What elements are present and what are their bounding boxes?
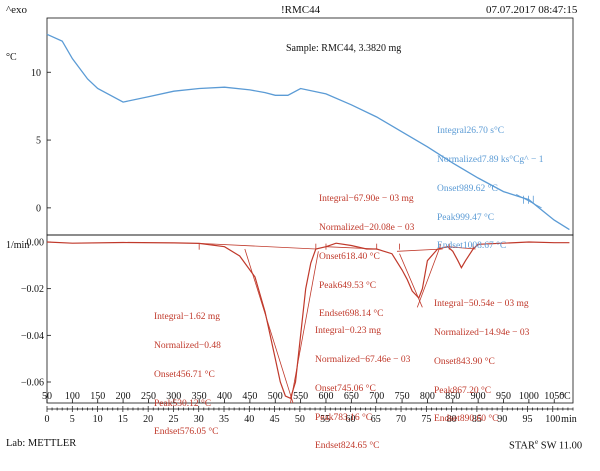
top-event-tangent [516, 193, 542, 209]
x-temp-tick-label: 500 [268, 391, 283, 402]
bottom-panel-frame [46, 234, 574, 404]
x-temp-tick-label: 900 [471, 391, 486, 402]
x-temp-tick-label: 1050 [544, 391, 564, 402]
x-time-tick-label: 90 [497, 414, 507, 425]
x-time-tick-label: 55 [320, 414, 330, 425]
x-time-tick-label: 50 [295, 414, 305, 425]
x-time-tick-label: 70 [396, 414, 406, 425]
bottom-y-tick-label: −0.04 [21, 331, 44, 342]
x-time-tick-label: 65 [371, 414, 381, 425]
x-temp-tick-label: 50 [42, 391, 52, 402]
x-temp-tick-label: 950 [496, 391, 511, 402]
x-temp-tick-label: 150 [90, 391, 105, 402]
x-time-tick-label: 85 [472, 414, 482, 425]
report-title: !RMC44 [281, 4, 321, 16]
top-y-tick-label: 10 [31, 68, 41, 79]
x-temp-tick-label: 1000 [519, 391, 539, 402]
peak-tangent-783 [399, 253, 423, 308]
x-time-tick-label: 100 [545, 414, 560, 425]
x-time-tick-label: 60 [345, 414, 355, 425]
annotation-row-normalized: Normalized7.89 ks°Cg^ − 1 [437, 154, 544, 165]
top-y-tick-label: 5 [36, 136, 41, 147]
x-temp-tick-label: 250 [141, 391, 156, 402]
exo-direction-label: ^exo [6, 4, 28, 16]
x-time-tick-label: 40 [244, 414, 254, 425]
x-time-tick-label: 35 [219, 414, 229, 425]
top-y-tick-label: 0 [36, 203, 41, 214]
annotation-row-peak: Peak999.47 °C [437, 212, 495, 223]
sample-subtitle: Sample: RMC44, 3.3820 mg [286, 43, 402, 54]
report-datetime: 07.07.2017 08:47:15 [486, 4, 578, 16]
x-temp-tick-label: 650 [344, 391, 359, 402]
x-time-unit: min [561, 414, 577, 425]
x-temp-tick-label: 350 [192, 391, 207, 402]
bottom-y-tick-label: 0.00 [27, 238, 45, 249]
peak-baseline [447, 246, 476, 250]
peak-tangent-783b [416, 246, 441, 308]
x-time-tick-label: 45 [270, 414, 280, 425]
lab-label: Lab: METTLER [6, 438, 77, 449]
annotation-block-1000c: Integral26.70 s°C Normalized7.89 ks°Cg^ … [437, 108, 544, 271]
x-time-tick-label: 80 [447, 414, 457, 425]
x-temp-tick-label: 450 [242, 391, 257, 402]
x-time-tick-label: 0 [45, 414, 50, 425]
peak-baseline [396, 248, 443, 252]
bottom-y-unit: 1/min [6, 240, 30, 251]
top-y-unit: °C [6, 52, 17, 63]
x-time-tick-label: 25 [168, 414, 178, 425]
peak-tangent-right [290, 251, 319, 404]
x-time-tick-label: 95 [522, 414, 532, 425]
annotation-block-530c: Integral−1.62 mg Normalized−0.48 Onset45… [154, 312, 221, 438]
x-temp-tick-label: 700 [369, 391, 384, 402]
peak-baseline [325, 246, 377, 250]
x-temp-tick-label: 200 [116, 391, 131, 402]
annotation-row-endset: Endset1008.67 °C [437, 241, 507, 252]
x-temp-tick-label: 800 [420, 391, 435, 402]
peak-baseline [199, 243, 316, 250]
x-temp-tick-label: 300 [166, 391, 181, 402]
x-time-tick-label: 15 [118, 414, 128, 425]
peak-tangent-left [244, 248, 294, 404]
x-time-tick-label: 30 [194, 414, 204, 425]
dsc-report: ^exo !RMC44 07.07.2017 08:47:15 10 5 0 0.00… [6, 4, 583, 452]
x-temp-tick-label: 750 [395, 391, 410, 402]
x-time-tick-label: 10 [93, 414, 103, 425]
annotation-block-783c: Integral−0.23 mg Normalized−67.46e − 03 … [315, 326, 411, 452]
x-time-tick-label: 20 [143, 414, 153, 425]
temperature-series-line [46, 33, 570, 231]
bottom-y-tick-label: −0.02 [21, 284, 44, 295]
x-temp-tick-label: 550 [293, 391, 308, 402]
x-temp-tick-label: 400 [217, 391, 232, 402]
annotation-block-650c: Integral−67.90e − 03 mg Normalized−20.08… [319, 194, 415, 320]
x-time-tick-label: 75 [421, 414, 431, 425]
annotation-row-integral: Integral26.70 s°C [437, 126, 505, 137]
x-temp-unit: °C [560, 391, 571, 402]
x-temp-tick-label: 100 [65, 391, 80, 402]
annotation-row-onset: Onset989.62 °C [437, 183, 498, 194]
x-temp-tick-label: 850 [445, 391, 460, 402]
bottom-y-tick-label: −0.06 [21, 378, 44, 389]
software-label: STARe SW 11.00 [509, 438, 583, 452]
annotation-block-867c: Integral−50.54e − 03 mg Normalized−14.94… [434, 299, 530, 425]
x-time-tick-label: 5 [70, 414, 75, 425]
x-temp-tick-label: 600 [318, 391, 333, 402]
